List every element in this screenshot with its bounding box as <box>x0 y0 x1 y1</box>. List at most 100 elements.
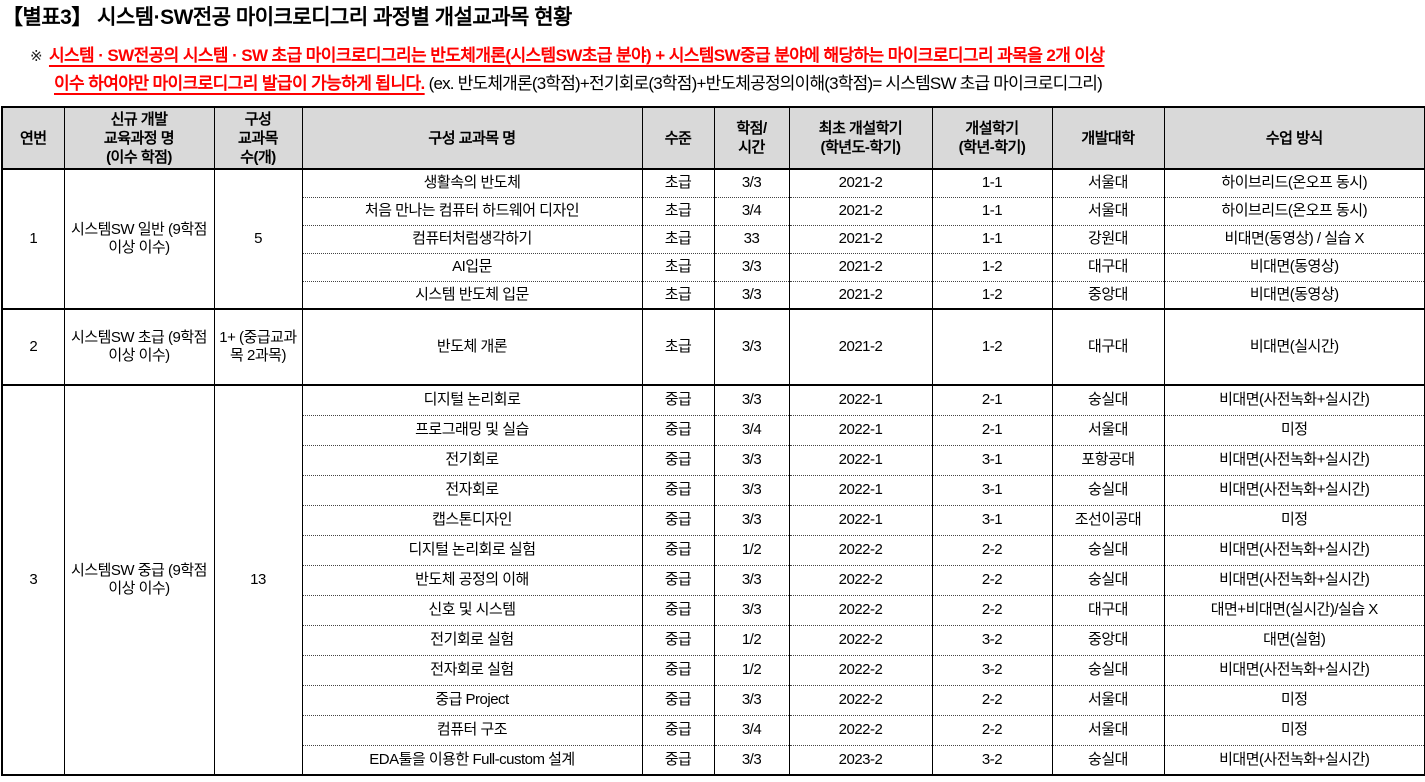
cell-course-name: 반도체 개론 <box>301 308 643 385</box>
cell-semester: 1-1 <box>931 168 1053 197</box>
cell-credit-hours: 3/3 <box>713 594 790 625</box>
cell-course-name: 신호 및 시스템 <box>301 594 643 625</box>
cell-semester: 2-2 <box>931 684 1053 715</box>
note-marker: ※ <box>30 48 43 65</box>
course-row: 전자회로 실험 중급 1/2 2022-2 3-2 숭실대 비대면(사전녹화+실시간) <box>2 654 1425 685</box>
cell-class-method: 미정 <box>1163 714 1425 745</box>
cell-class-method: 비대면(사전녹화+실시간) <box>1163 564 1425 595</box>
cell-university: 대구대 <box>1051 308 1165 385</box>
course-row: 시스템 반도체 입문 초급 3/3 2021-2 1-2 중앙대 비대면(동영상) <box>2 280 1425 309</box>
cell-course-name: EDA툴을 이용한 Full-custom 설계 <box>301 744 643 775</box>
cell-credit-hours: 3/3 <box>713 252 790 281</box>
cell-first-semester: 2021-2 <box>788 280 933 309</box>
col-header-course-count: 구성 교과목 수(개) <box>213 107 303 170</box>
course-row: 처음 만나는 컴퓨터 하드웨어 디자인 초급 3/4 2021-2 1-1 서울대 하이브리… <box>2 196 1425 225</box>
cell-class-method: 비대면(동영상) <box>1163 252 1425 281</box>
cell-level: 초급 <box>641 224 715 253</box>
course-row: 중급 Project 중급 3/3 2022-2 2-2 서울대 미정 <box>2 684 1425 715</box>
course-row: 전기회로 중급 3/3 2022-1 3-1 포항공대 비대면(사전녹화+실시간) <box>2 444 1425 475</box>
note-example-text: (ex. 반도체개론(3학점)+전기회로(3학점)+반도체공정의이해(3학점)=… <box>424 74 1103 93</box>
course-row: 전기회로 실험 중급 1/2 2022-2 3-2 중앙대 대면(실험) <box>2 624 1425 655</box>
cell-university: 숭실대 <box>1051 744 1165 775</box>
cell-first-semester: 2021-2 <box>788 196 933 225</box>
cell-first-semester: 2022-1 <box>788 444 933 475</box>
cell-university: 서울대 <box>1051 714 1165 745</box>
cell-course-name: 전자회로 실험 <box>301 654 643 685</box>
cell-semester: 1-2 <box>931 280 1053 309</box>
cell-first-semester: 2022-2 <box>788 534 933 565</box>
cell-credit-hours: 3/3 <box>713 504 790 535</box>
cell-course-count: 13 <box>213 384 303 775</box>
cell-credit-hours: 3/4 <box>713 414 790 445</box>
cell-course-count: 1+ (중급교과목 2과목) <box>213 308 303 385</box>
cell-credit-hours: 3/3 <box>713 444 790 475</box>
course-row: 전자회로 중급 3/3 2022-1 3-1 숭실대 비대면(사전녹화+실시간) <box>2 474 1425 505</box>
course-row: EDA툴을 이용한 Full-custom 설계 중급 3/3 2023-2 3-2 숭실… <box>2 744 1425 775</box>
header-row: 연번 신규 개발 교육과정 명 (이수 학점) 구성 교과목 수(개) 구성 교… <box>1 107 1425 170</box>
cell-university: 대구대 <box>1051 594 1165 625</box>
course-row: 컴퓨터 구조 중급 3/4 2022-2 2-2 서울대 미정 <box>2 714 1425 745</box>
course-row: 2 시스템SW 초급 (9학점 이상 이수) 1+ (중급교과목 2과목) 반도체 개… <box>1 308 1425 385</box>
cell-semester: 2-2 <box>931 534 1053 565</box>
page-title: 【별표3】 시스템·SW전공 마이크로디그리 과정별 개설교과목 현황 <box>2 6 572 29</box>
cell-semester: 3-1 <box>931 504 1053 535</box>
cell-class-method: 비대면(사전녹화+실시간) <box>1163 534 1425 565</box>
cell-semester: 2-2 <box>931 564 1053 595</box>
cell-class-method: 비대면(사전녹화+실시간) <box>1163 444 1425 475</box>
cell-level: 중급 <box>641 474 715 505</box>
cell-class-method: 미정 <box>1163 414 1425 445</box>
cell-semester: 3-1 <box>931 444 1053 475</box>
cell-semester: 3-2 <box>931 624 1053 655</box>
cell-first-semester: 2023-2 <box>788 744 933 775</box>
cell-semester: 1-1 <box>931 196 1053 225</box>
cell-first-semester: 2022-2 <box>788 654 933 685</box>
cell-course-name: 처음 만나는 컴퓨터 하드웨어 디자인 <box>301 196 643 225</box>
col-header-credit-hours: 학점/ 시간 <box>713 107 790 170</box>
cell-first-semester: 2022-2 <box>788 624 933 655</box>
col-header-no: 연번 <box>1 107 65 170</box>
cell-class-method: 미정 <box>1163 504 1425 535</box>
note-block: ※ 시스템 · SW전공의 시스템 · SW 초급 마이크로디그리는 반도체개론(… <box>30 42 1425 97</box>
col-header-program: 신규 개발 교육과정 명 (이수 학점) <box>63 107 215 170</box>
cell-group-no: 1 <box>1 168 65 309</box>
cell-first-semester: 2022-2 <box>788 594 933 625</box>
cell-first-semester: 2021-2 <box>788 224 933 253</box>
cell-class-method: 하이브리드(온오프 동시) <box>1163 168 1425 197</box>
cell-university: 대구대 <box>1051 252 1165 281</box>
cell-university: 숭실대 <box>1051 534 1165 565</box>
course-row: 반도체 공정의 이해 중급 3/3 2022-2 2-2 숭실대 비대면(사전녹화+실시간) <box>2 564 1425 595</box>
col-header-course-name: 구성 교과목 명 <box>301 107 643 170</box>
cell-class-method: 비대면(사전녹화+실시간) <box>1163 654 1425 685</box>
course-row: 신호 및 시스템 중급 3/3 2022-2 2-2 대구대 대면+비대면(실시간)/실습 … <box>2 594 1425 625</box>
cell-class-method: 대면+비대면(실시간)/실습 X <box>1163 594 1425 625</box>
cell-course-name: 전기회로 실험 <box>301 624 643 655</box>
cell-first-semester: 2022-1 <box>788 504 933 535</box>
cell-first-semester: 2022-1 <box>788 474 933 505</box>
cell-course-name: 캡스톤디자인 <box>301 504 643 535</box>
cell-level: 중급 <box>641 414 715 445</box>
note-line-2: 이수 하여야만 마이크로디그리 발급이 가능하게 됩니다. (ex. 반도체개론… <box>54 70 1425 97</box>
col-header-class-method: 수업 방식 <box>1163 107 1425 170</box>
cell-course-name: 프로그래밍 및 실습 <box>301 414 643 445</box>
cell-credit-hours: 1/2 <box>713 534 790 565</box>
cell-university: 서울대 <box>1051 196 1165 225</box>
cell-course-name: 디지털 논리회로 실험 <box>301 534 643 565</box>
col-header-semester: 개설학기 (학년-학기) <box>931 107 1053 170</box>
course-row: 디지털 논리회로 실험 중급 1/2 2022-2 2-2 숭실대 비대면(사전녹화+실시간… <box>2 534 1425 565</box>
cell-first-semester: 2022-1 <box>788 384 933 415</box>
cell-group-no: 2 <box>1 308 65 385</box>
cell-university: 서울대 <box>1051 168 1165 197</box>
cell-credit-hours: 3/3 <box>713 168 790 197</box>
cell-course-name: 중급 Project <box>301 684 643 715</box>
cell-university: 서울대 <box>1051 414 1165 445</box>
col-header-level: 수준 <box>641 107 715 170</box>
cell-first-semester: 2022-1 <box>788 414 933 445</box>
cell-course-name: 전자회로 <box>301 474 643 505</box>
cell-class-method: 비대면(사전녹화+실시간) <box>1163 474 1425 505</box>
cell-class-method: 대면(실험) <box>1163 624 1425 655</box>
course-row: AI입문 초급 3/3 2021-2 1-2 대구대 비대면(동영상) <box>2 252 1425 281</box>
cell-program-name: 시스템SW 초급 (9학점 이상 이수) <box>63 308 215 385</box>
cell-credit-hours: 3/3 <box>713 280 790 309</box>
cell-course-name: 생활속의 반도체 <box>301 168 643 197</box>
